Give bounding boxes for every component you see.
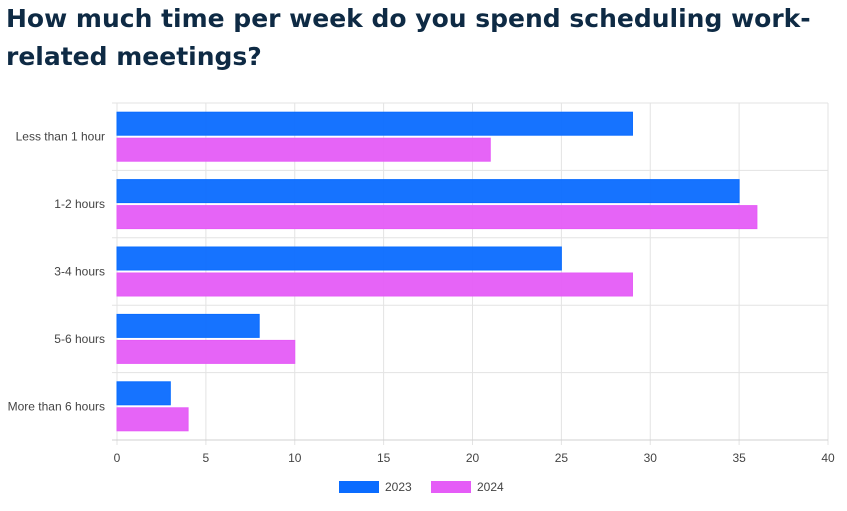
bar-2024-4[interactable] bbox=[116, 407, 189, 432]
bar-2023-2[interactable] bbox=[116, 246, 562, 271]
category-label: Less than 1 hour bbox=[16, 130, 105, 144]
category-label: 1-2 hours bbox=[54, 197, 105, 211]
legend-label-2024[interactable]: 2024 bbox=[477, 480, 504, 494]
x-tick-label: 35 bbox=[732, 451, 746, 465]
bar-2024-0[interactable] bbox=[116, 137, 491, 162]
bar-2023-0[interactable] bbox=[116, 111, 633, 136]
x-tick-label: 15 bbox=[377, 451, 391, 465]
legend-label-2023[interactable]: 2023 bbox=[385, 480, 412, 494]
category-labels: Less than 1 hour 1-2 hours 3-4 hours 5-6 ho… bbox=[8, 130, 105, 414]
legend-swatch-2023[interactable] bbox=[339, 481, 379, 493]
x-tick-label: 20 bbox=[466, 451, 480, 465]
bars bbox=[116, 111, 758, 432]
category-label: 3-4 hours bbox=[54, 265, 105, 279]
category-label: 5-6 hours bbox=[54, 332, 105, 346]
x-tick-label: 5 bbox=[203, 451, 210, 465]
chart-title: How much time per week do you spend sche… bbox=[6, 4, 811, 71]
legend-swatch-2024[interactable] bbox=[431, 481, 471, 493]
x-tick-label: 25 bbox=[555, 451, 569, 465]
x-tick-label: 40 bbox=[821, 451, 835, 465]
bar-2024-1[interactable] bbox=[116, 205, 758, 230]
bar-2023-4[interactable] bbox=[116, 381, 171, 406]
legend: 2023 2024 bbox=[339, 480, 504, 494]
bar-2024-3[interactable] bbox=[116, 339, 296, 364]
x-tick-label: 30 bbox=[644, 451, 658, 465]
x-tick-label: 0 bbox=[114, 451, 121, 465]
bar-2024-2[interactable] bbox=[116, 272, 633, 297]
bar-2023-3[interactable] bbox=[116, 313, 260, 338]
x-tick-label: 10 bbox=[288, 451, 302, 465]
bar-2023-1[interactable] bbox=[116, 179, 740, 204]
x-axis-ticks: 0 5 10 15 20 25 30 35 40 bbox=[114, 451, 835, 465]
category-label: More than 6 hours bbox=[8, 399, 105, 413]
